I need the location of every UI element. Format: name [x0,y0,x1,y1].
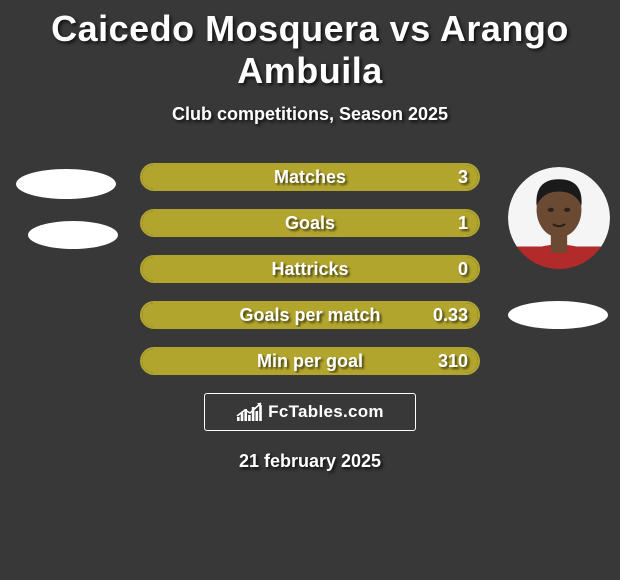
avatar-right-svg [508,167,610,269]
fctables-logo[interactable]: FcTables.com [204,393,416,431]
avatar-placeholder-right [508,301,608,329]
stat-label: Goals [142,211,478,235]
stat-bars: Matches3Goals1Hattricks0Goals per match0… [140,155,480,375]
stat-label: Hattricks [142,257,478,281]
stat-label: Matches [142,165,478,189]
stat-right-value: 3 [458,165,468,189]
avatar-placeholder-left-2 [28,221,118,249]
page-title: Caicedo Mosquera vs Arango Ambuila [0,8,620,92]
stat-label: Min per goal [142,349,478,373]
bar-chart-icon [236,401,262,423]
stat-right-value: 0.33 [433,303,468,327]
stat-label: Goals per match [142,303,478,327]
stat-right-value: 310 [438,349,468,373]
subtitle: Club competitions, Season 2025 [0,104,620,125]
stat-right-value: 0 [458,257,468,281]
stat-bar: Goals1 [140,209,480,237]
avatar-placeholder-left-1 [16,169,116,199]
date-line: 21 february 2025 [0,451,620,472]
stat-bar: Matches3 [140,163,480,191]
stat-right-value: 1 [458,211,468,235]
stat-bar: Min per goal310 [140,347,480,375]
stat-bar: Goals per match0.33 [140,301,480,329]
logo-text: FcTables.com [268,402,384,422]
comparison-content: Matches3Goals1Hattricks0Goals per match0… [0,155,620,472]
stat-bar: Hattricks0 [140,255,480,283]
player-avatar-right [508,167,610,269]
